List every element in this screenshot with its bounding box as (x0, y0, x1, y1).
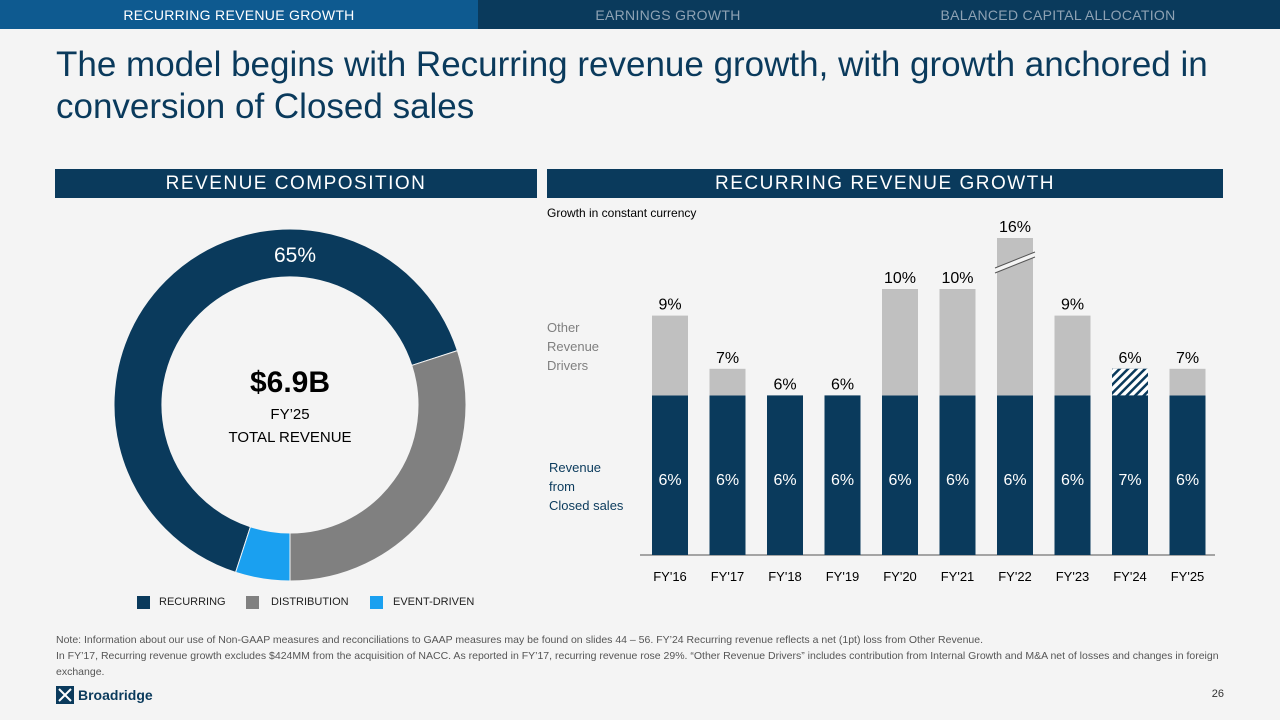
x-tick-label-fy22: FY'22 (998, 569, 1032, 584)
bar-closed-label-fy20: 6% (888, 472, 911, 489)
top-navigation: RECURRING REVENUE GROWTH EARNINGS GROWTH… (0, 0, 1280, 29)
bar-closed-label-fy21: 6% (946, 472, 969, 489)
bar-closed-label-fy16: 6% (658, 472, 681, 489)
x-tick-label-fy16: FY'16 (653, 569, 687, 584)
donut-center-value: $6.9B (250, 366, 330, 399)
recurring-revenue-bar-chart: Growth in constant currency Other Revenu… (547, 206, 1215, 584)
bar-other-fy23 (1054, 315, 1091, 396)
bar-closed-label-fy25: 6% (1176, 472, 1199, 489)
x-tick-label-fy25: FY'25 (1171, 569, 1205, 584)
bar-total-label-fy20: 10% (884, 270, 916, 287)
bar-other-fy25 (1169, 368, 1206, 396)
legend-distribution-label: DISTRIBUTION (271, 596, 349, 608)
tab-earnings-growth[interactable]: EARNINGS GROWTH (595, 7, 741, 23)
chart-subtitle: Growth in constant currency (547, 206, 696, 220)
bar-closed-label-fy18: 6% (773, 472, 796, 489)
revenue-composition-header: REVENUE COMPOSITION (55, 169, 537, 198)
broadridge-logo-text: Broadridge (78, 687, 153, 703)
closed-sales-label: Revenue from Closed sales (549, 460, 624, 513)
legend-recurring-label: RECURRING (159, 596, 226, 608)
bar-closed-fy23 (1054, 395, 1091, 555)
other-revenue-drivers-label: Other Revenue Drivers (547, 320, 603, 373)
donut-center-year: FY’25 (270, 406, 309, 423)
recurring-revenue-growth-header: RECURRING REVENUE GROWTH (547, 169, 1223, 198)
x-tick-label-fy20: FY'20 (883, 569, 917, 584)
bar-closed-fy24 (1112, 368, 1148, 555)
bar-other-fy17 (709, 368, 746, 396)
bar-closed-fy21 (939, 395, 976, 555)
bar-other-fy16 (652, 315, 688, 396)
legend-recurring-swatch (137, 596, 150, 609)
bar-closed-fy25 (1169, 395, 1206, 555)
legend-distribution-swatch (246, 596, 259, 609)
revenue-composition-donut: 65% $6.9B FY’25 TOTAL REVENUE (105, 220, 475, 590)
legend-event-driven-swatch (370, 596, 383, 609)
x-tick-label-fy21: FY'21 (941, 569, 975, 584)
footnote-line-2: In FY’17, Recurring revenue growth exclu… (56, 650, 1219, 678)
closed-sales-label-line2: from (549, 479, 575, 494)
bar-total-label-fy23: 9% (1061, 297, 1084, 314)
other-revenue-label-line2: Revenue (547, 339, 599, 354)
bar-hatched-loss-fy24 (1112, 368, 1148, 396)
donut-svg: 65% $6.9B FY’25 TOTAL REVENUE (113, 228, 467, 582)
tab-balanced-capital-allocation[interactable]: BALANCED CAPITAL ALLOCATION (940, 7, 1176, 23)
x-tick-label-fy17: FY'17 (711, 569, 745, 584)
bar-total-label-fy17: 7% (716, 350, 739, 367)
page-number: 26 (1211, 688, 1224, 700)
bar-closed-fy19 (824, 395, 861, 555)
other-revenue-label-line3: Drivers (547, 358, 589, 373)
page-title: The model begins with Recurring revenue … (56, 45, 1208, 126)
broadridge-logo-icon: Broadridge (56, 686, 153, 704)
broadridge-logo: Broadridge (56, 684, 176, 704)
bar-closed-fy17 (709, 395, 746, 555)
bar-other-fy20 (882, 289, 918, 396)
x-tick-label-fy23: FY'23 (1056, 569, 1090, 584)
bar-closed-label-fy19: 6% (831, 472, 854, 489)
x-tick-label-fy19: FY'19 (826, 569, 860, 584)
bar-closed-fy22 (997, 395, 1033, 555)
bar-total-label-fy19: 6% (831, 376, 854, 393)
donut-center-caption: TOTAL REVENUE (228, 429, 351, 446)
bar-closed-fy20 (882, 395, 918, 555)
tab-recurring-revenue-growth[interactable]: RECURRING REVENUE GROWTH (0, 0, 478, 29)
footnote: Note: Information about our use of Non-G… (56, 632, 1256, 680)
bar-closed-fy16 (652, 395, 688, 555)
bar-total-label-fy18: 6% (773, 376, 796, 393)
donut-slice-event-driven (234, 526, 291, 582)
legend-event-driven-label: EVENT-DRIVEN (393, 596, 475, 608)
axis-break-fy22 (995, 252, 1035, 273)
donut-slice-recurring (113, 228, 459, 574)
bar-closed-label-fy22: 6% (1003, 472, 1026, 489)
other-revenue-label-line1: Other (547, 320, 580, 335)
x-tick-label-fy18: FY'18 (768, 569, 802, 584)
bar-closed-fy18 (767, 395, 803, 555)
bar-other-fy21 (939, 289, 976, 396)
bar-total-label-fy16: 9% (658, 297, 681, 314)
donut-recurring-label: 65% (274, 244, 316, 267)
closed-sales-label-line1: Revenue (549, 460, 601, 475)
bar-closed-label-fy23: 6% (1061, 472, 1084, 489)
axis-break-line-a-fy22 (994, 251, 1036, 269)
x-tick-label-fy24: FY'24 (1113, 569, 1147, 584)
bar-closed-label-fy17: 6% (716, 472, 739, 489)
donut-slice-distribution (289, 349, 467, 582)
footnote-line-1: Note: Information about our use of Non-G… (56, 634, 984, 646)
bar-closed-label-fy24: 7% (1118, 472, 1141, 489)
bar-total-label-fy25: 7% (1176, 350, 1199, 367)
bar-total-label-fy22: 16% (999, 219, 1031, 236)
closed-sales-label-line3: Closed sales (549, 498, 624, 513)
axis-break-line-b-fy22 (994, 256, 1036, 274)
bar-total-label-fy24: 6% (1118, 350, 1141, 367)
bar-total-label-fy21: 10% (941, 270, 973, 287)
